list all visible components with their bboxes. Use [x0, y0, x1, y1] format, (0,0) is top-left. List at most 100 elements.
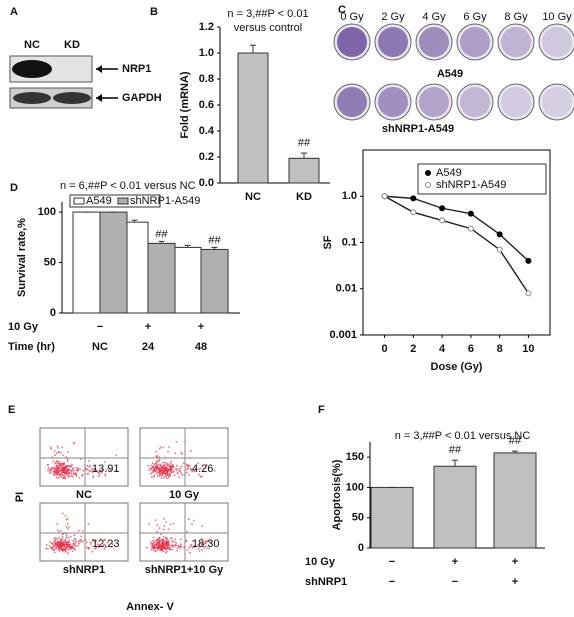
flow-event — [100, 545, 102, 548]
point — [525, 290, 532, 297]
flow-event — [61, 537, 64, 540]
flow-event — [67, 541, 70, 543]
flow-event — [108, 467, 111, 470]
x-tick-label: KD — [296, 191, 312, 203]
flow-event — [60, 476, 62, 478]
series-line — [384, 195, 530, 294]
flow-event — [146, 546, 148, 549]
flow-event — [166, 469, 169, 471]
flow-event — [61, 535, 64, 538]
flow-event — [53, 549, 55, 552]
flow-event — [161, 547, 163, 549]
flow-event — [170, 465, 173, 468]
legend-marker — [425, 170, 431, 176]
flow-event — [151, 462, 154, 465]
flow-event — [49, 541, 51, 543]
band-label: GAPDH — [122, 92, 162, 104]
flow-event — [53, 551, 56, 554]
flow-event — [61, 473, 64, 476]
y-tick-label: 0.6 — [199, 99, 214, 111]
annotation: n = 3,##P < 0.01 versus NC — [395, 430, 531, 442]
flow-event — [67, 548, 70, 551]
plot-label: shNRP1+10 Gy — [145, 564, 224, 576]
flow-event — [180, 538, 182, 541]
flow-event — [161, 446, 164, 449]
point — [439, 205, 446, 212]
flow-event — [60, 466, 63, 469]
flow-event — [147, 464, 150, 467]
flow-event — [66, 460, 69, 463]
flow-event — [155, 462, 158, 465]
flow-event — [177, 468, 180, 471]
flow-event — [185, 468, 188, 471]
flow-event — [64, 468, 66, 470]
flow-event — [175, 467, 177, 470]
flow-event — [72, 467, 74, 469]
legend-label: shNRP1-A549 — [130, 195, 200, 207]
y-tick-label: 0 — [50, 307, 56, 319]
flow-event — [191, 540, 194, 543]
legend-marker — [425, 182, 431, 188]
flow-event — [167, 546, 170, 548]
flow-event — [87, 460, 90, 462]
flow-event — [89, 541, 92, 544]
flow-event — [156, 541, 158, 544]
flow-event — [61, 446, 63, 449]
flow-event — [167, 450, 169, 453]
flow-event — [56, 460, 59, 463]
row-value: − — [452, 576, 458, 588]
flow-event — [62, 550, 64, 552]
flow-event — [89, 470, 92, 472]
flow-event — [159, 469, 162, 472]
flow-event — [153, 544, 156, 546]
point — [467, 210, 474, 217]
y-tick-label: 1.0 — [342, 190, 357, 202]
flow-event — [158, 468, 161, 471]
flow-event — [67, 450, 69, 453]
y-tick-label: 0.1 — [342, 236, 357, 248]
flow-event — [68, 544, 71, 547]
legend-swatch — [117, 197, 129, 205]
flow-event — [75, 466, 78, 469]
colonies — [542, 87, 572, 117]
flow-event — [62, 540, 65, 543]
flow-event — [53, 450, 56, 453]
flow-event — [67, 469, 69, 471]
y-tick-label: 0.2 — [199, 151, 214, 163]
flow-event — [199, 467, 202, 470]
row-value: − — [389, 576, 395, 588]
flow-event — [158, 471, 161, 473]
flow-event — [176, 471, 179, 474]
flow-event — [55, 476, 58, 479]
flow-event — [62, 476, 65, 479]
flow-event — [180, 451, 183, 454]
panel-label: A — [10, 6, 18, 18]
flow-event — [65, 546, 68, 548]
flow-event — [64, 477, 67, 480]
flow-event — [188, 474, 191, 476]
flow-event — [60, 548, 63, 551]
flow-event — [48, 545, 51, 547]
quadrant-value: 13.91 — [92, 463, 120, 475]
flow-event — [55, 462, 57, 465]
flow-event — [198, 550, 201, 552]
flow-event — [156, 455, 159, 457]
flow-event — [62, 466, 65, 469]
flow-event — [50, 542, 53, 545]
flow-event — [78, 542, 80, 545]
row-value: + — [512, 576, 518, 588]
flow-event — [164, 461, 166, 464]
flow-event — [162, 550, 165, 553]
significance: ## — [155, 228, 168, 240]
flow-event — [62, 512, 64, 515]
flow-event — [201, 543, 204, 546]
flow-event — [63, 474, 66, 477]
flow-event — [185, 471, 188, 474]
flow-event — [90, 467, 93, 470]
flow-event — [179, 545, 182, 548]
panel-label: D — [10, 182, 18, 194]
flow-event — [64, 549, 67, 552]
flow-event — [99, 469, 102, 471]
flow-event — [46, 547, 49, 550]
flow-event — [191, 470, 194, 473]
